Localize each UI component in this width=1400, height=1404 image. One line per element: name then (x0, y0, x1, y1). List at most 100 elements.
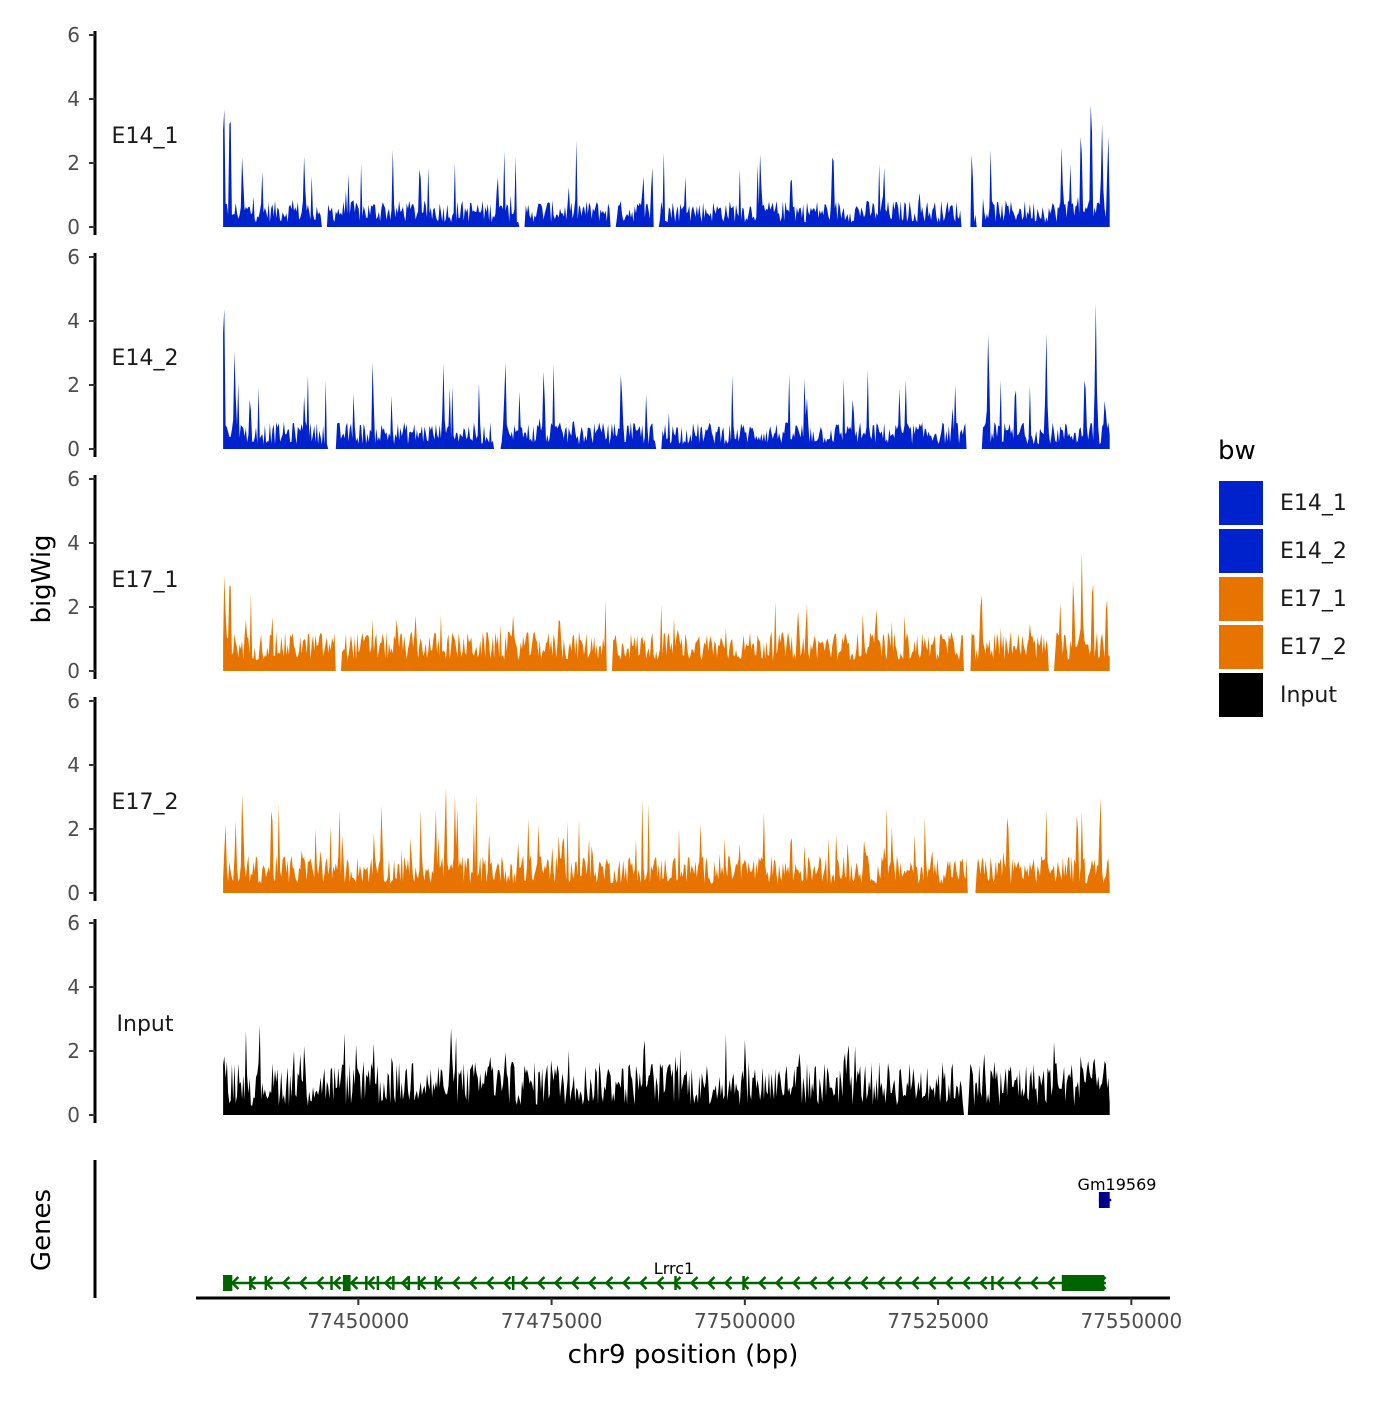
exon-block (742, 1276, 745, 1290)
strand-arrow (536, 1276, 546, 1290)
exon-block (342, 1275, 351, 1291)
strand-arrow (298, 1276, 308, 1290)
exon-block (365, 1276, 368, 1290)
track-e17-2: 0 2 4 6 E17_2 (67, 689, 1110, 905)
legend-swatch (1217, 575, 1265, 623)
legend-label: E14_2 (1280, 539, 1347, 564)
strand-arrow (570, 1276, 580, 1290)
legend-swatch (1217, 479, 1265, 527)
y-tick-label: 4 (67, 87, 80, 111)
strand-arrow (553, 1276, 563, 1290)
strand-arrow (706, 1276, 716, 1290)
strand-arrow (519, 1276, 529, 1290)
strand-arrow (961, 1276, 971, 1290)
legend-label: E17_2 (1280, 635, 1347, 660)
y-tick-label: 2 (67, 151, 80, 175)
y-tick-label: 2 (67, 1039, 80, 1063)
strand-arrow (927, 1276, 937, 1290)
genes-layer: Lrrc1 Gm19569 (93, 1160, 1157, 1298)
strand-arrow (468, 1276, 478, 1290)
strand-arrow (315, 1276, 325, 1290)
y-tick-label: 4 (67, 531, 80, 555)
x-axis: 77450000 77475000 77500000 77525000 77550000 (196, 1296, 1182, 1333)
gene-lrrc1: Lrrc1 (223, 1259, 1107, 1291)
exon-block (1061, 1275, 1105, 1291)
gene-gm19569: Gm19569 (1078, 1175, 1157, 1208)
track-label: E14_1 (112, 124, 179, 149)
strand-arrow (944, 1276, 954, 1290)
exon-block (264, 1276, 268, 1290)
track-label: Input (117, 1012, 174, 1037)
y-tick-label: 6 (67, 467, 80, 491)
strand-arrow (638, 1276, 648, 1290)
exon-block (376, 1276, 380, 1290)
y-axis-title: bigWig (27, 534, 57, 623)
strand-arrow (791, 1276, 801, 1290)
y-tick-label: 6 (67, 689, 80, 713)
y-tick-label: 2 (67, 595, 80, 619)
legend-swatch (1217, 623, 1265, 671)
y-tick-label: 4 (67, 975, 80, 999)
x-tick-label: 77550000 (1080, 1309, 1182, 1333)
strand-arrow (757, 1276, 767, 1290)
y-tick-label: 6 (67, 23, 80, 47)
signal-area (223, 105, 1110, 227)
strand-arrow (655, 1276, 665, 1290)
strand-arrow (910, 1276, 920, 1290)
strand-arrow (587, 1276, 597, 1290)
strand-arrow (281, 1276, 291, 1290)
legend-title: bw (1218, 436, 1256, 466)
strand-arrow (383, 1276, 393, 1290)
gene-label: Gm19569 (1078, 1175, 1157, 1194)
strand-arrow (400, 1276, 410, 1290)
strand-arrow (689, 1276, 699, 1290)
track-e17-1: 0 2 4 6 E17_1 (67, 467, 1110, 683)
exon-block (249, 1276, 252, 1290)
x-axis-title: chr9 position (bp) (568, 1340, 799, 1370)
strand-arrow (876, 1276, 886, 1290)
exon-block (511, 1276, 515, 1290)
strand-arrow (723, 1276, 733, 1290)
exon-block (1098, 1192, 1110, 1208)
legend-label: Input (1280, 683, 1337, 708)
signal-area (223, 1024, 1110, 1115)
strand-arrow (502, 1276, 512, 1290)
y-tick-label: 2 (67, 817, 80, 841)
x-tick-label: 77500000 (694, 1309, 796, 1333)
exon-block (674, 1276, 677, 1290)
strand-arrow (621, 1276, 631, 1290)
strand-arrow (349, 1276, 359, 1290)
x-tick-label: 77450000 (307, 1309, 409, 1333)
legend: bw E14_1 E14_2 E17_1 E17_2 Input (1217, 436, 1347, 719)
signal-area (223, 303, 1110, 449)
y-tick-label: 6 (67, 911, 80, 935)
exon-block (991, 1276, 994, 1290)
x-tick-label: 77525000 (887, 1309, 989, 1333)
exon-block (392, 1276, 395, 1290)
legend-label: E17_1 (1280, 587, 1347, 612)
exon-block (417, 1276, 421, 1290)
exon-block (330, 1276, 333, 1290)
y-tick-label: 6 (67, 245, 80, 269)
strand-arrow (604, 1276, 614, 1290)
y-tick-label: 4 (67, 309, 80, 333)
strand-arrow (1046, 1276, 1056, 1290)
track-label: E14_2 (112, 346, 179, 371)
strand-arrow (808, 1276, 818, 1290)
y-tick-label: 0 (67, 1103, 80, 1127)
strand-arrow (995, 1276, 1005, 1290)
strand-arrow (1029, 1276, 1039, 1290)
y-tick-label: 0 (67, 881, 80, 905)
tracks-layer: 0 2 4 6 E14_1 0 2 4 6 E14_2 0 2 4 6 E17_1 0 2 4 6 E17_2 0 2 4 6… (67, 23, 1110, 1127)
legend-label: E14_1 (1280, 491, 1347, 516)
strand-arrow (332, 1276, 342, 1290)
y-tick-label: 0 (67, 215, 80, 239)
strand-arrow (485, 1276, 495, 1290)
y-tick-label: 4 (67, 753, 80, 777)
gene-label: Lrrc1 (654, 1259, 694, 1278)
exon-block (407, 1276, 411, 1290)
strand-arrow (978, 1276, 988, 1290)
strand-arrow (451, 1276, 461, 1290)
